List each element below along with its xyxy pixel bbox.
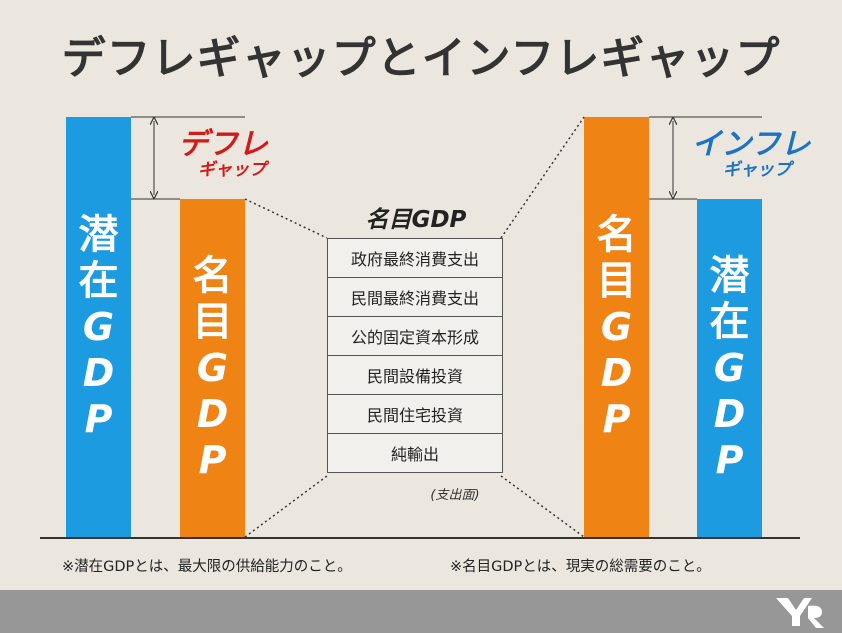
- deflation-gap-label: デフレ ギャップ: [168, 128, 278, 180]
- gap-label-sub: ギャップ: [198, 160, 266, 180]
- potential-gdp-note: ※潜在GDPとは、最大限の供給能力のこと。: [62, 559, 352, 575]
- bar-text: D: [196, 392, 229, 436]
- dotted-left-top: [244, 198, 328, 239]
- gap-label-sub: ギャップ: [723, 160, 791, 180]
- left-potential-gdp-bar: 潜 在 G D P: [66, 117, 131, 537]
- gap-label-main: インフレ: [691, 127, 811, 162]
- bar-text: 名: [192, 253, 233, 299]
- gdp-component: 純輸出: [390, 445, 439, 464]
- bar-text: 目: [192, 299, 233, 345]
- bar-text: 潜: [78, 212, 119, 258]
- nominal-gdp-title: 名目GDP: [365, 207, 467, 233]
- gdp-component: 政府最終消費支出: [328, 239, 502, 278]
- right-nominal-gdp-bar: 名 目 G D P: [584, 117, 649, 537]
- inflation-gap-label: インフレ ギャップ: [686, 128, 816, 180]
- right-potential-gdp-bar: 潜 在 G D P: [697, 199, 762, 537]
- baseline: [40, 537, 800, 539]
- bar-text: D: [713, 392, 746, 436]
- bar-text: 潜: [709, 253, 750, 299]
- bar-text: G: [82, 305, 115, 349]
- bar-text: G: [713, 346, 746, 390]
- bar-text: 在: [709, 299, 750, 345]
- dotted-left-bottom: [244, 475, 328, 538]
- bar-text: P: [602, 397, 631, 441]
- gdp-component: 民間最終消費支出: [328, 278, 502, 317]
- nominal-gdp-note: ※名目GDPとは、現実の総需要のこと。: [450, 559, 711, 575]
- page-title: デフレギャップとインフレギャップ: [61, 33, 781, 84]
- bar-text: 目: [596, 258, 637, 304]
- bar-text: D: [600, 351, 633, 395]
- gdp-component: 公的固定資本形成: [328, 317, 502, 356]
- gdp-component: 民間設備投資: [328, 356, 502, 395]
- gdp-components-table: 政府最終消費支出 民間最終消費支出 公的固定資本形成 民間設備投資 民間住宅投資…: [327, 238, 503, 473]
- bar-text: G: [600, 305, 633, 349]
- bar-text: P: [715, 438, 744, 482]
- bar-text: P: [84, 397, 113, 441]
- bar-text: P: [198, 438, 227, 482]
- dotted-right-top: [500, 116, 585, 239]
- gap-label-main: デフレ: [178, 127, 268, 162]
- bar-text: G: [196, 346, 229, 390]
- brand-logo-icon: [776, 598, 824, 628]
- dotted-right-bottom: [500, 475, 585, 538]
- bar-text: 在: [78, 258, 119, 304]
- left-nominal-gdp-bar: 名 目 G D P: [180, 199, 245, 537]
- gdp-component: 民間住宅投資: [328, 395, 502, 434]
- expenditure-side-note: (支出面): [430, 488, 480, 503]
- bar-text: D: [82, 351, 115, 395]
- footer-bar: [0, 590, 842, 633]
- bar-text: 名: [596, 212, 637, 258]
